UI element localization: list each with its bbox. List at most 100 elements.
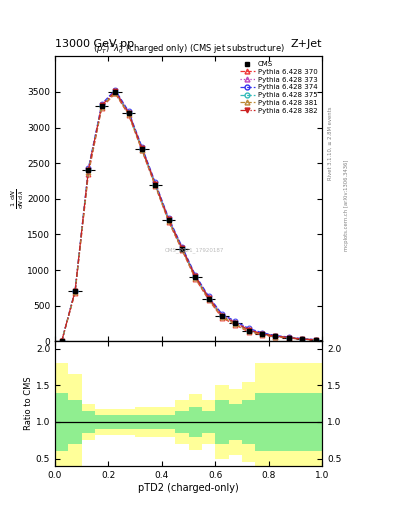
Pythia 6.428 375 xyxy=(166,217,171,223)
Pythia 6.428 374 xyxy=(99,101,104,107)
Pythia 6.428 370 xyxy=(140,147,144,154)
Pythia 6.428 375 xyxy=(300,336,305,342)
Pythia 6.428 382 xyxy=(113,88,118,94)
Pythia 6.428 381 xyxy=(220,314,224,320)
Pythia 6.428 382 xyxy=(300,336,305,342)
Pythia 6.428 374 xyxy=(73,288,77,294)
Pythia 6.428 370 xyxy=(113,90,118,96)
Pythia 6.428 382 xyxy=(193,273,198,280)
Pythia 6.428 381 xyxy=(140,146,144,153)
Pythia 6.428 374 xyxy=(113,87,118,93)
Pythia 6.428 382 xyxy=(206,295,211,301)
Pythia 6.428 381 xyxy=(166,218,171,224)
Pythia 6.428 374 xyxy=(86,165,91,171)
Pythia 6.428 375 xyxy=(313,337,318,343)
Line: Pythia 6.428 374: Pythia 6.428 374 xyxy=(59,88,318,344)
Line: Pythia 6.428 382: Pythia 6.428 382 xyxy=(59,89,318,344)
Pythia 6.428 382 xyxy=(246,327,251,333)
Pythia 6.428 382 xyxy=(313,337,318,343)
Pythia 6.428 370 xyxy=(246,329,251,335)
Pythia 6.428 381 xyxy=(59,338,64,345)
Pythia 6.428 375 xyxy=(286,335,291,341)
Pythia 6.428 375 xyxy=(126,110,131,116)
Pythia 6.428 374 xyxy=(193,272,198,278)
Pythia 6.428 381 xyxy=(99,104,104,110)
Pythia 6.428 375 xyxy=(73,288,77,294)
Pythia 6.428 373 xyxy=(113,88,118,94)
Pythia 6.428 375 xyxy=(273,333,278,339)
Pythia 6.428 373 xyxy=(99,102,104,108)
Pythia 6.428 381 xyxy=(246,328,251,334)
Pythia 6.428 370 xyxy=(313,337,318,343)
Pythia 6.428 375 xyxy=(220,313,224,319)
Pythia 6.428 382 xyxy=(86,166,91,173)
Line: Pythia 6.428 370: Pythia 6.428 370 xyxy=(59,91,318,344)
Pythia 6.428 374 xyxy=(273,332,278,338)
Pythia 6.428 370 xyxy=(180,247,184,253)
Pythia 6.428 381 xyxy=(273,333,278,339)
Pythia 6.428 382 xyxy=(180,245,184,251)
Pythia 6.428 382 xyxy=(286,334,291,340)
Pythia 6.428 374 xyxy=(126,108,131,114)
Pythia 6.428 382 xyxy=(140,145,144,151)
Pythia 6.428 381 xyxy=(86,168,91,175)
Pythia 6.428 373 xyxy=(86,166,91,172)
Pythia 6.428 381 xyxy=(206,296,211,302)
Title: $(p_T^P)^2\lambda_0^2$ (charged only) (CMS jet substructure): $(p_T^P)^2\lambda_0^2$ (charged only) (C… xyxy=(93,41,285,56)
Pythia 6.428 382 xyxy=(73,288,77,294)
Pythia 6.428 374 xyxy=(286,334,291,340)
Pythia 6.428 370 xyxy=(153,183,158,189)
Pythia 6.428 373 xyxy=(193,273,198,279)
Pythia 6.428 374 xyxy=(206,293,211,300)
Pythia 6.428 370 xyxy=(99,104,104,111)
Pythia 6.428 375 xyxy=(59,338,64,345)
Pythia 6.428 375 xyxy=(260,331,264,337)
Pythia 6.428 373 xyxy=(313,336,318,343)
Line: Pythia 6.428 375: Pythia 6.428 375 xyxy=(59,90,318,344)
Pythia 6.428 374 xyxy=(59,338,64,345)
Pythia 6.428 370 xyxy=(206,297,211,303)
Pythia 6.428 381 xyxy=(73,289,77,295)
Pythia 6.428 370 xyxy=(233,322,238,328)
Pythia 6.428 382 xyxy=(260,331,264,337)
Text: Z+Jet: Z+Jet xyxy=(291,38,322,49)
Pythia 6.428 381 xyxy=(126,111,131,117)
Pythia 6.428 374 xyxy=(246,325,251,331)
Pythia 6.428 373 xyxy=(233,319,238,325)
Pythia 6.428 375 xyxy=(180,246,184,252)
Pythia 6.428 370 xyxy=(193,275,198,282)
Pythia 6.428 375 xyxy=(99,103,104,109)
Pythia 6.428 374 xyxy=(220,311,224,317)
Pythia 6.428 382 xyxy=(233,319,238,326)
Pythia 6.428 374 xyxy=(180,243,184,249)
Pythia 6.428 370 xyxy=(286,335,291,341)
Pythia 6.428 381 xyxy=(260,331,264,337)
Pythia 6.428 375 xyxy=(193,274,198,280)
Pythia 6.428 381 xyxy=(286,335,291,341)
Pythia 6.428 373 xyxy=(286,334,291,340)
Text: mcplots.cern.ch [arXiv:1306.3436]: mcplots.cern.ch [arXiv:1306.3436] xyxy=(344,159,349,250)
Text: CMS_2021_17920187: CMS_2021_17920187 xyxy=(164,247,224,253)
Pythia 6.428 381 xyxy=(180,246,184,252)
Pythia 6.428 373 xyxy=(153,180,158,186)
Text: 13000 GeV pp: 13000 GeV pp xyxy=(55,38,134,49)
Pythia 6.428 381 xyxy=(233,321,238,327)
Text: Rivet 3.1.10, ≥ 2.8M events: Rivet 3.1.10, ≥ 2.8M events xyxy=(328,106,333,180)
Pythia 6.428 370 xyxy=(86,171,91,177)
Pythia 6.428 373 xyxy=(140,144,144,151)
Pythia 6.428 382 xyxy=(126,110,131,116)
Pythia 6.428 373 xyxy=(59,338,64,345)
Pythia 6.428 375 xyxy=(246,328,251,334)
Pythia 6.428 375 xyxy=(86,167,91,174)
Pythia 6.428 382 xyxy=(153,181,158,187)
Pythia 6.428 373 xyxy=(273,333,278,339)
Pythia 6.428 382 xyxy=(166,217,171,223)
Pythia 6.428 370 xyxy=(166,219,171,225)
Pythia 6.428 382 xyxy=(59,338,64,345)
Pythia 6.428 373 xyxy=(220,312,224,318)
Pythia 6.428 370 xyxy=(73,290,77,296)
Pythia 6.428 381 xyxy=(313,337,318,343)
Pythia 6.428 370 xyxy=(300,336,305,343)
Y-axis label: Ratio to CMS: Ratio to CMS xyxy=(24,377,33,431)
X-axis label: pTD2 (charged-only): pTD2 (charged-only) xyxy=(138,482,239,493)
